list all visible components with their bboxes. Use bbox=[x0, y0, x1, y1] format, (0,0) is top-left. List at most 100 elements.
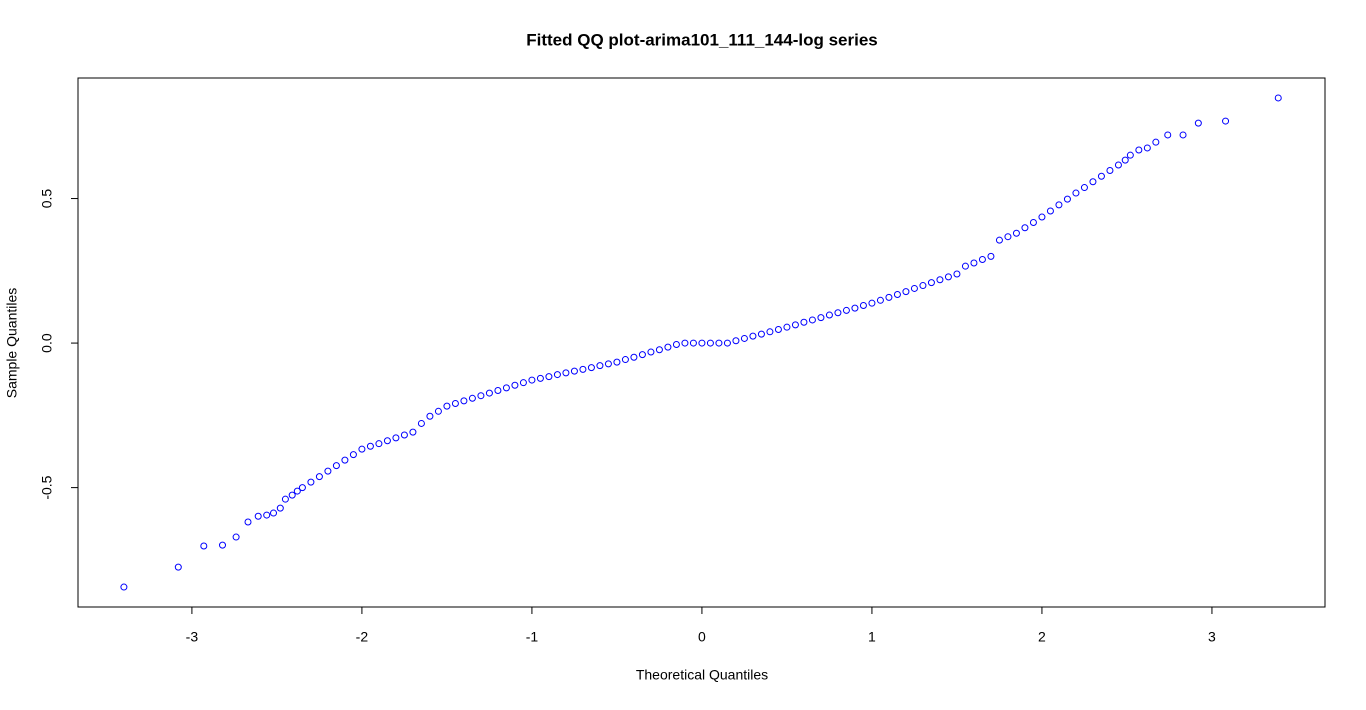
point bbox=[409, 428, 417, 436]
point bbox=[1135, 146, 1143, 154]
point bbox=[715, 339, 723, 347]
point bbox=[349, 451, 357, 459]
point bbox=[288, 491, 296, 499]
point bbox=[528, 376, 536, 384]
point bbox=[987, 252, 995, 260]
point bbox=[244, 518, 252, 526]
point bbox=[375, 440, 383, 448]
point bbox=[1029, 219, 1037, 227]
y-tick-label: 0.5 bbox=[39, 189, 55, 209]
point bbox=[341, 456, 349, 464]
point bbox=[1222, 117, 1230, 125]
point bbox=[1106, 167, 1114, 175]
point bbox=[995, 236, 1003, 244]
point bbox=[400, 431, 408, 439]
point bbox=[219, 541, 227, 549]
point bbox=[1072, 189, 1080, 197]
point bbox=[1179, 131, 1187, 139]
point bbox=[519, 379, 527, 387]
point bbox=[927, 279, 935, 287]
point bbox=[570, 367, 578, 375]
point bbox=[562, 369, 570, 377]
point bbox=[485, 389, 493, 397]
x-tick-label: 1 bbox=[868, 629, 876, 645]
point bbox=[910, 284, 918, 292]
point bbox=[494, 386, 502, 394]
point bbox=[859, 301, 867, 309]
y-tick-label: -0.5 bbox=[39, 475, 55, 499]
point bbox=[783, 323, 791, 331]
point bbox=[426, 412, 434, 420]
point bbox=[808, 316, 816, 324]
point bbox=[1274, 94, 1282, 102]
point bbox=[1021, 224, 1029, 232]
point bbox=[366, 442, 374, 450]
point bbox=[1046, 207, 1054, 215]
point bbox=[706, 339, 714, 347]
point bbox=[817, 314, 825, 322]
point bbox=[961, 262, 969, 270]
plot-frame bbox=[77, 77, 1326, 608]
point bbox=[613, 358, 621, 366]
point bbox=[460, 397, 468, 405]
point bbox=[120, 583, 128, 591]
point bbox=[621, 356, 629, 364]
point bbox=[834, 309, 842, 317]
point bbox=[800, 318, 808, 326]
point bbox=[536, 374, 544, 382]
point bbox=[254, 512, 262, 520]
point bbox=[417, 419, 425, 427]
point bbox=[1114, 161, 1122, 169]
point bbox=[749, 332, 757, 340]
point bbox=[757, 330, 765, 338]
point bbox=[638, 351, 646, 359]
point bbox=[502, 384, 510, 392]
point bbox=[944, 273, 952, 281]
point bbox=[1004, 233, 1012, 241]
point bbox=[1089, 178, 1097, 186]
point bbox=[842, 306, 850, 314]
x-tick-label: 3 bbox=[1208, 629, 1216, 645]
point bbox=[766, 328, 774, 336]
point bbox=[477, 392, 485, 400]
point bbox=[1055, 201, 1063, 209]
point bbox=[174, 563, 182, 571]
point bbox=[851, 304, 859, 312]
point bbox=[1097, 172, 1105, 180]
point bbox=[270, 509, 278, 517]
point bbox=[1012, 229, 1020, 237]
point bbox=[553, 371, 561, 379]
point bbox=[281, 495, 289, 503]
point bbox=[1152, 138, 1160, 146]
point bbox=[276, 504, 284, 512]
point bbox=[443, 402, 451, 410]
point bbox=[740, 334, 748, 342]
point bbox=[298, 484, 306, 492]
point bbox=[293, 487, 301, 495]
point bbox=[451, 399, 459, 407]
point bbox=[1194, 119, 1202, 127]
point bbox=[664, 343, 672, 351]
point bbox=[1063, 195, 1071, 203]
point bbox=[1164, 131, 1172, 139]
point bbox=[232, 533, 240, 541]
point bbox=[307, 478, 315, 486]
point bbox=[885, 293, 893, 301]
point bbox=[698, 339, 706, 347]
point bbox=[630, 353, 638, 361]
point bbox=[1126, 151, 1134, 159]
point bbox=[263, 511, 271, 519]
point bbox=[545, 373, 553, 381]
point bbox=[970, 259, 978, 267]
y-tick-label: 0.0 bbox=[39, 333, 55, 353]
point bbox=[672, 341, 680, 349]
point bbox=[647, 348, 655, 356]
point bbox=[596, 362, 604, 370]
y-axis-label: Sample Quantiles bbox=[4, 288, 20, 399]
point bbox=[732, 337, 740, 345]
point bbox=[791, 321, 799, 329]
point bbox=[383, 437, 391, 445]
chart-title: Fitted QQ plot-arima101_111_144-log seri… bbox=[526, 30, 878, 49]
